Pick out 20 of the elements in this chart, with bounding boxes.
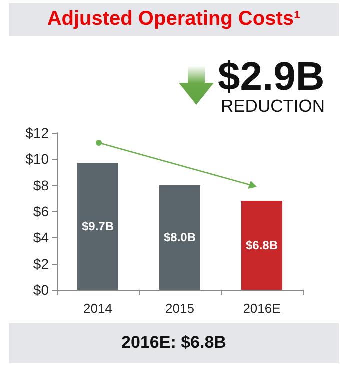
y-tick-label: $8: [33, 177, 50, 194]
y-tick-label: $4: [33, 230, 50, 246]
data-label: $6.8B: [246, 238, 278, 253]
y-tick-label: $6: [33, 204, 50, 220]
x-tick-label: 2016E: [243, 301, 282, 316]
y-tick-label: $2: [33, 256, 50, 272]
x-tick-label: 2014: [84, 301, 112, 316]
y-tick-label: $12: [26, 125, 50, 141]
y-tick-label: $0: [33, 282, 50, 298]
bar: [78, 163, 118, 290]
y-tick-label: $10: [26, 151, 50, 168]
chart-title: Adjusted Operating Costs¹: [9, 3, 339, 36]
bar: [160, 185, 200, 290]
data-label: $9.7B: [82, 220, 114, 234]
data-label: $8.0B: [164, 230, 196, 245]
text: REDUCTION: [221, 96, 326, 116]
bar: [242, 201, 282, 290]
x-tick-label: 2015: [166, 301, 194, 316]
text: $2.9B: [218, 55, 325, 99]
text: 2016E: $6.8B: [9, 323, 339, 363]
